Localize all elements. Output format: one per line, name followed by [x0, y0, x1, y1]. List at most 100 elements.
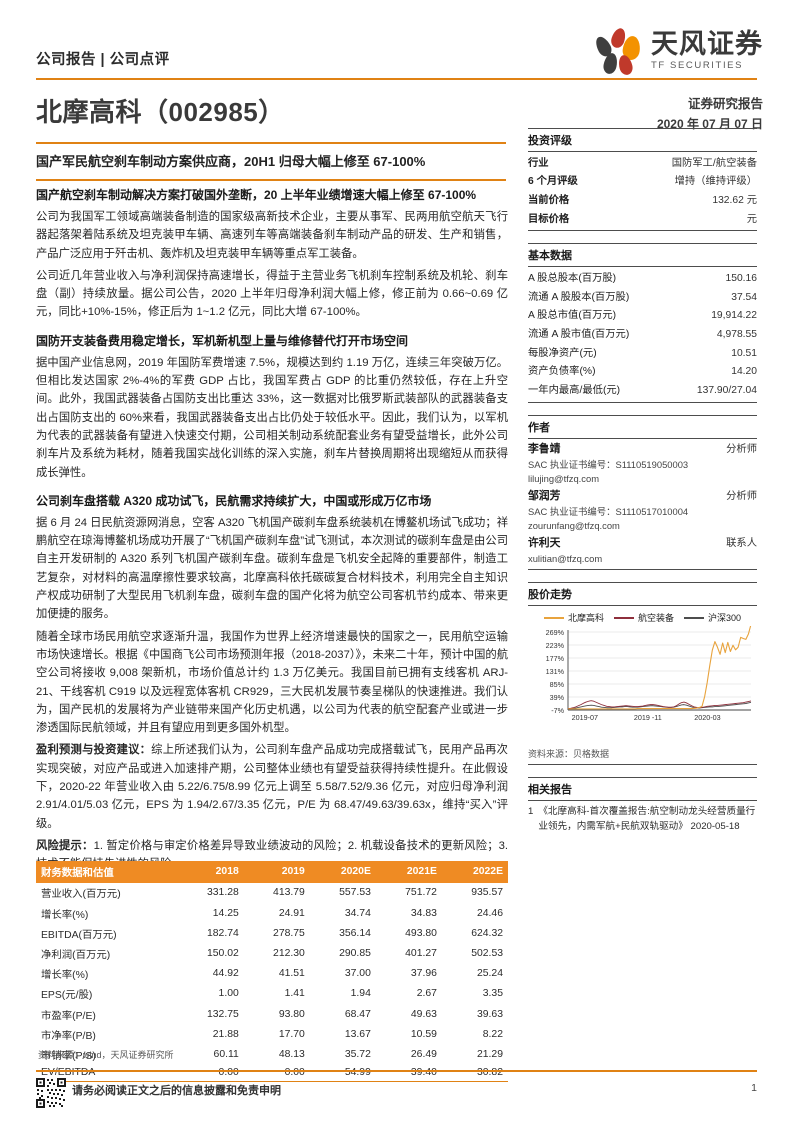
cell: 0.00: [243, 1064, 310, 1082]
cell: 21.88: [212, 1028, 239, 1040]
row-label: 市销率(P/S): [41, 1050, 96, 1062]
svg-text:2020-03: 2020-03: [694, 713, 720, 722]
authors-block: 作者 李鲁靖 分析师 SAC 执业证书编号：S1110519050003 lil…: [528, 414, 757, 571]
label: 当前价格: [528, 194, 570, 206]
chart-legend: 北摩高科 航空装备 沪深300: [528, 611, 757, 624]
value: 137.90/27.04: [696, 384, 757, 396]
cell: 8.22: [482, 1028, 503, 1040]
label: 流通 A 股市值(百万元): [528, 328, 630, 340]
chart-svg: -7% 39% 85% 131% 177% 223% 269% 2019-07 2019 -11…: [546, 626, 752, 722]
author-entry: 许利天 联系人 xulitian@tfzq.com: [528, 532, 757, 565]
cell: 132.75: [207, 1008, 239, 1020]
report-kind-block: 证券研究报告 2020 年 07 月 07 日: [657, 94, 763, 134]
table-row: 营业收入(百万元) 331.28 413.79 557.53 751.72 935.57: [36, 883, 508, 903]
cell: 557.53: [339, 887, 371, 899]
cell: 93.80: [278, 1008, 305, 1020]
legend-label: 北摩高科: [567, 613, 604, 624]
svg-text:39%: 39%: [550, 693, 565, 702]
stock-chart-block: 股价走势 北摩高科 航空装备 沪深300: [528, 582, 757, 766]
table-row: EPS(元/股) 1.00 1.41 1.94 2.67 3.35: [36, 984, 508, 1004]
cell: 25.24: [476, 968, 503, 980]
cell: 39.40: [375, 1064, 442, 1082]
author-email[interactable]: zourunfang@tfzq.com: [528, 519, 620, 531]
rating-row-6month: 6 个月评级 增持（维持评级）: [528, 171, 757, 190]
related-index: 1: [528, 806, 534, 818]
basic-row-market-cap: A 股总市值(百万元) 19,914.22: [528, 305, 757, 324]
header-divider: [36, 78, 757, 80]
svg-text:131%: 131%: [546, 667, 565, 676]
cell: 278.75: [273, 927, 305, 939]
row-label: 增长率(%): [41, 909, 89, 921]
section-paragraph-3-1: 据 6 月 24 日民航资源网消息，空客 A320 飞机国产碳刹车盘系统装机在博…: [36, 516, 508, 621]
cell: 24.46: [476, 907, 503, 919]
report-headline: 国产军民航空刹车制动方案供应商，20H1 归母大幅上修至 67-100%: [36, 153, 426, 169]
svg-text:-7%: -7%: [551, 706, 564, 715]
author-entry: 李鲁靖 分析师 SAC 执业证书编号：S1110519050003 liluji…: [528, 439, 757, 486]
cell: 401.27: [405, 947, 437, 959]
rating-row-industry: 行业 国防军工/航空装备: [528, 152, 757, 171]
table-row: 净利润(百万元) 150.02 212.30 290.85 401.27 502.53: [36, 943, 508, 963]
cell: 13.67: [344, 1028, 371, 1040]
basic-row-float-shares: 流通 A 股股本(百万股) 37.54: [528, 286, 757, 305]
basic-data-block: 基本数据 A 股总股本(百万股) 150.16 流通 A 股股本(百万股) 37…: [528, 243, 758, 403]
authors-title: 作者: [528, 414, 757, 439]
cell: 49.63: [410, 1008, 437, 1020]
author-name: 许利天: [528, 537, 561, 550]
value: 150.16: [725, 273, 758, 285]
legend-item-0: 北摩高科: [543, 611, 604, 624]
legend-label: 沪深300: [708, 613, 742, 624]
cell: 1.94: [350, 988, 371, 1000]
label: 流通 A 股股本(百万股): [528, 291, 630, 303]
table-row: 增长率(%) 44.92 41.51 37.00 37.96 25.24: [36, 964, 508, 984]
logo-text-en: TF SECURITIES: [651, 60, 744, 72]
table-col-2019: 2019: [243, 861, 310, 883]
cell: 2.67: [416, 988, 437, 1000]
section-heading-1: 国产航空刹车制动解决方案打破国外垄断，20 上半年业绩增速大幅上修至 67-10…: [36, 188, 477, 202]
sidebar: 投资评级 行业 国防军工/航空装备 6 个月评级 增持（维持评级） 当前价格 1…: [528, 128, 757, 846]
related-report-item[interactable]: 1 《北摩高科-首次覆盖报告:航空制动龙头经营质量行业领先，内需军航+民航双轨驱…: [528, 801, 757, 834]
svg-text:85%: 85%: [550, 680, 565, 689]
label: 每股净资产(元): [528, 347, 597, 359]
cell: 34.74: [344, 907, 371, 919]
value: 增持（维持评级）: [674, 176, 757, 188]
cell: 290.85: [339, 947, 371, 959]
basic-data-title: 基本数据: [528, 243, 757, 268]
rating-block: 投资评级 行业 国防军工/航空装备 6 个月评级 增持（维持评级） 当前价格 1…: [528, 128, 757, 232]
row-label: EBITDA(百万元): [41, 929, 117, 941]
chart-plot-area: -7% 39% 85% 131% 177% 223% 269% 2019-07 2019 -11…: [528, 626, 757, 726]
table-row: EBITDA(百万元) 182.74 278.75 356.14 493.80 624.3…: [36, 923, 508, 943]
logo-text-cn: 天风证券: [651, 29, 763, 60]
svg-text:223%: 223%: [546, 641, 565, 650]
cell: 68.47: [344, 1008, 371, 1020]
author-email[interactable]: lilujing@tfzq.com: [528, 472, 599, 484]
rating-bottom-divider: [528, 230, 757, 232]
legend-swatch: [613, 616, 634, 620]
cell: 624.32: [471, 927, 503, 939]
value: 元: [746, 213, 757, 225]
section-paragraph-3-2: 随着全球市场民用航空求逐渐升温，我国作为世界上经济增速最快的国家之一，民用航空运…: [36, 630, 509, 735]
value: 132.62 元: [712, 194, 757, 206]
legend-label: 航空装备: [637, 613, 674, 624]
cell: 24.91: [278, 907, 305, 919]
basic-row-bvps: 每股净资产(元) 10.51: [528, 342, 757, 361]
footer-disclaimer: 请务必阅读正文之后的信息披露和免责申明: [72, 1085, 281, 1097]
cell: 1.00: [218, 988, 239, 1000]
section-paragraph-2-1: 据中国产业信息网，2019 年国防军费增速 7.5%，规模达到约 1.19 万亿…: [36, 356, 508, 479]
legend-swatch: [543, 616, 564, 620]
table-header-row: 财务数据和估值 2018 2019 2020E 2021E 2022E: [36, 861, 508, 883]
related-reports-block: 相关报告 1 《北摩高科-首次覆盖报告:航空制动龙头经营质量行业领先，内需军航+…: [528, 777, 757, 834]
related-reports-title: 相关报告: [528, 777, 757, 802]
basic-row-52wk-range: 一年内最高/最低(元) 137.90/27.04: [528, 379, 757, 398]
value: 10.51: [731, 347, 757, 359]
section-heading-3: 公司刹车盘搭载 A320 成功试飞，民航需求持续扩大，中国或形成万亿市场: [36, 493, 432, 508]
table-col-2020e: 2020E: [309, 861, 376, 883]
label: 目标价格: [528, 213, 570, 225]
value: 4,978.55: [716, 328, 757, 340]
table-col-2018: 2018: [177, 861, 244, 883]
svg-text:177%: 177%: [546, 654, 565, 663]
author-email[interactable]: xulitian@tfzq.com: [528, 552, 603, 564]
author-role: 分析师: [726, 491, 757, 503]
table-col-2021e: 2021E: [375, 861, 442, 883]
label: 资产负债率(%): [528, 366, 596, 378]
forecast-text: 综上所述我们认为，公司刹车盘产品成功完成搭载试飞，民用产品再次实现突破，对应产品…: [36, 744, 508, 830]
